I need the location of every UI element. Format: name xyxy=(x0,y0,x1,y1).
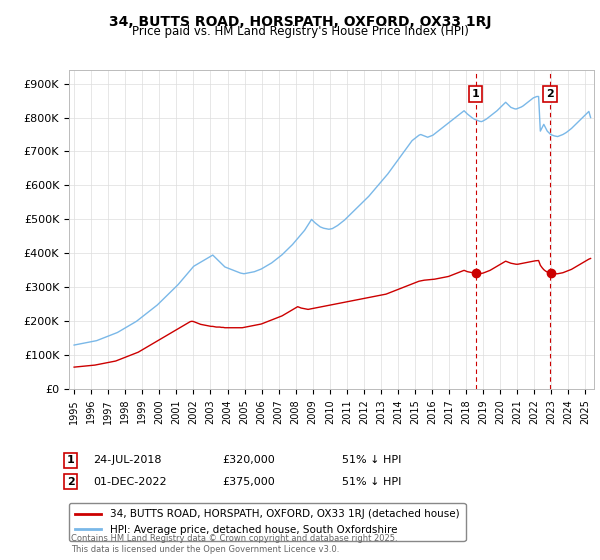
Text: 01-DEC-2022: 01-DEC-2022 xyxy=(93,477,167,487)
Text: 24-JUL-2018: 24-JUL-2018 xyxy=(93,455,161,465)
Text: 51% ↓ HPI: 51% ↓ HPI xyxy=(342,455,401,465)
Text: Price paid vs. HM Land Registry's House Price Index (HPI): Price paid vs. HM Land Registry's House … xyxy=(131,25,469,38)
Text: £375,000: £375,000 xyxy=(222,477,275,487)
Legend: 34, BUTTS ROAD, HORSPATH, OXFORD, OX33 1RJ (detached house), HPI: Average price,: 34, BUTTS ROAD, HORSPATH, OXFORD, OX33 1… xyxy=(69,503,466,541)
Text: 34, BUTTS ROAD, HORSPATH, OXFORD, OX33 1RJ: 34, BUTTS ROAD, HORSPATH, OXFORD, OX33 1… xyxy=(109,15,491,29)
Text: 2: 2 xyxy=(546,89,554,99)
Text: 2: 2 xyxy=(67,477,74,487)
Text: 1: 1 xyxy=(67,455,74,465)
Text: £320,000: £320,000 xyxy=(222,455,275,465)
Text: 1: 1 xyxy=(472,89,479,99)
Text: Contains HM Land Registry data © Crown copyright and database right 2025.
This d: Contains HM Land Registry data © Crown c… xyxy=(71,534,397,554)
Text: 51% ↓ HPI: 51% ↓ HPI xyxy=(342,477,401,487)
